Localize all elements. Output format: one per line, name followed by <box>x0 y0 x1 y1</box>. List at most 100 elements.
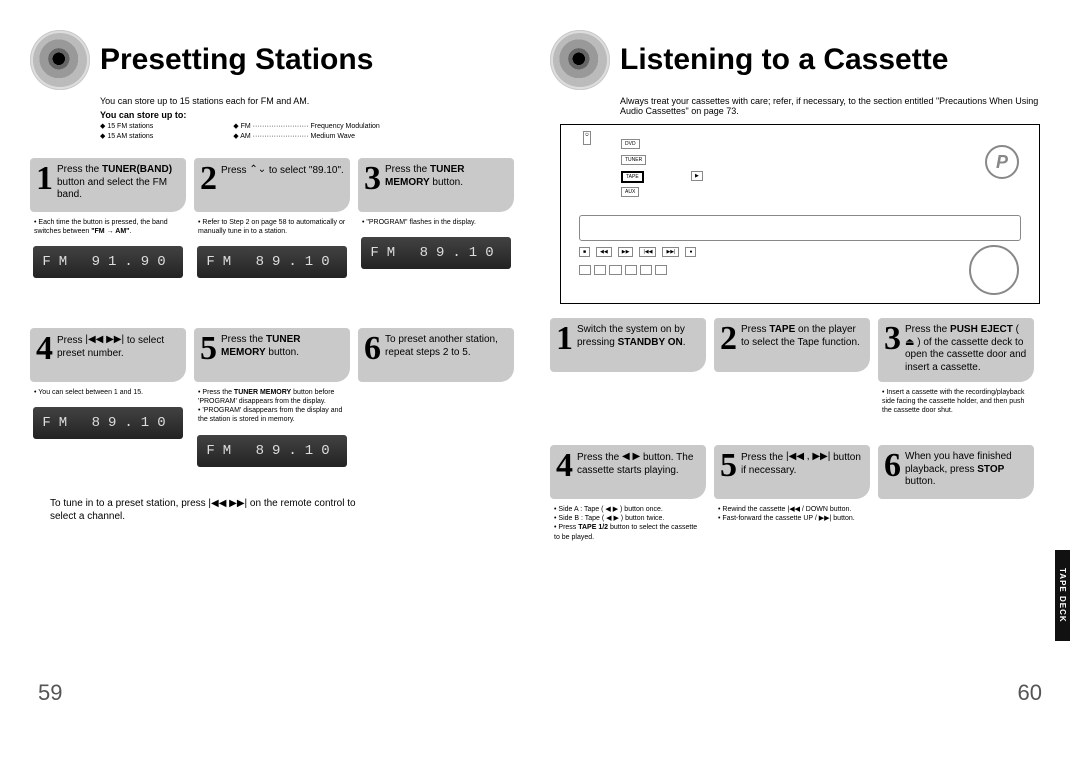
lcd-display: FM 89.10 <box>33 407 183 439</box>
step: 4Press the ◀ ▶ button. The cassette star… <box>550 445 706 541</box>
step-note: Rewind the cassette |◀◀ / DOWN button.Fa… <box>718 505 866 523</box>
step-text: Press the PUSH EJECT ( ⏏ ) of the casset… <box>905 324 1028 374</box>
step-number: 6 <box>884 451 901 482</box>
step-note-item: 'PROGRAM' disappears from the display an… <box>198 406 346 424</box>
step-note: Side A : Tape ( ◀ ▶ ) button once.Side B… <box>554 505 702 541</box>
steps-row-top: 1Switch the system on by pressing STANDB… <box>550 318 1050 415</box>
step-number: 3 <box>884 324 901 355</box>
step-text: Press the TUNER MEMORY button. <box>385 164 508 189</box>
step-note-item: "PROGRAM" flashes in the display. <box>362 218 510 227</box>
step: 1Switch the system on by pressing STANDB… <box>550 318 706 415</box>
device-button-active: TAPE <box>621 171 644 183</box>
fn-button <box>625 265 637 275</box>
step-number: 5 <box>200 334 217 365</box>
speaker-icon <box>550 30 610 90</box>
step-text: Press the TUNER(BAND) button and select … <box>57 164 180 202</box>
step-note: "PROGRAM" flashes in the display. <box>362 218 510 227</box>
title-row: Presetting Stations <box>30 30 530 90</box>
step-header: 1Switch the system on by pressing STANDB… <box>550 318 706 372</box>
step-text: Press the |◀◀ , ▶▶| button if necessary. <box>741 451 864 477</box>
step-text: Press the ◀ ▶ button. The cassette start… <box>577 451 700 477</box>
step-note: You can select between 1 and 15. <box>34 388 182 397</box>
device-ctrl-button: ● <box>685 247 696 257</box>
step: 3Press the TUNER MEMORY button. "PROGRAM"… <box>358 158 514 278</box>
step-text: When you have finished playback, press S… <box>905 451 1028 489</box>
device-ctrl-button: |◀◀ <box>639 247 656 257</box>
lcd-display: FM 89.10 <box>361 237 511 269</box>
step: 1Press the TUNER(BAND) button and select… <box>30 158 186 278</box>
step-note: Press the TUNER MEMORY button before 'PR… <box>198 388 346 424</box>
standby-icon: ⏻ <box>583 131 591 145</box>
fn-button <box>594 265 606 275</box>
lcd-display: FM 89.10 <box>197 246 347 278</box>
step-header: 6When you have finished playback, press … <box>878 445 1034 499</box>
fn-button <box>640 265 652 275</box>
device-btn-row: TUNER <box>621 155 646 165</box>
step-text: Switch the system on by pressing STANDBY… <box>577 324 700 349</box>
device-ctrl-button: ▶▶ <box>618 247 634 257</box>
fn-button <box>579 265 591 275</box>
step-number: 5 <box>720 451 737 482</box>
device-button: ▶ <box>691 171 703 181</box>
step-header: 5Press the |◀◀ , ▶▶| button if necessary… <box>714 445 870 499</box>
step-text: To preset another station, repeat steps … <box>385 334 508 359</box>
step-note: Each time the button is pressed, the ban… <box>34 218 182 236</box>
title-row: Listening to a Cassette <box>550 30 1050 90</box>
steps-row-bottom: 4Press the ◀ ▶ button. The cassette star… <box>550 445 1050 541</box>
device-button: AUX <box>621 187 639 197</box>
step: 4Press |◀◀ ▶▶| to select preset number. Y… <box>30 328 186 466</box>
lcd-display: FM 91.90 <box>33 246 183 278</box>
device-fn-bar <box>579 265 1021 275</box>
bullet-item: AM ························ Medium Wave <box>233 132 380 140</box>
step-header: 5Press the TUNER MEMORY button. <box>194 328 350 382</box>
bullet-item: FM ························ Frequency Mo… <box>233 122 380 130</box>
step-note-item: Refer to Step 2 on page 58 to automatica… <box>198 218 346 236</box>
device-jog <box>969 245 1019 295</box>
step-number: 2 <box>200 164 217 195</box>
step-text: Press TAPE on the player to select the T… <box>741 324 864 349</box>
device-btn-row: AUX <box>621 187 639 197</box>
step: 5Press the TUNER MEMORY button.Press the… <box>194 328 350 466</box>
page-number: 59 <box>38 680 62 706</box>
device-knob: P <box>985 145 1019 179</box>
bullet-col-1: 15 FM stations 15 AM stations <box>100 122 153 142</box>
step-header: 6To preset another station, repeat steps… <box>358 328 514 382</box>
step-note-item: Side B : Tape ( ◀ ▶ ) button twice. <box>554 514 702 523</box>
side-tab: TAPE DECK <box>1055 550 1070 641</box>
step-number: 1 <box>36 164 53 195</box>
device-button: TUNER <box>621 155 646 165</box>
step-text: Press the TUNER MEMORY button. <box>221 334 344 359</box>
device-ctrl-button: ◀◀ <box>596 247 612 257</box>
step-note-item: Press the TUNER MEMORY button before 'PR… <box>198 388 346 406</box>
device-ctrl-button: ▶▶| <box>662 247 679 257</box>
page-title: Presetting Stations <box>100 43 373 77</box>
step-note-item: Press TAPE 1/2 button to select the cass… <box>554 523 702 541</box>
step-number: 1 <box>556 324 573 355</box>
step-text: Press ⌃⌄ to select "89.10". <box>221 164 344 177</box>
sub-heading: You can store up to: <box>100 110 530 120</box>
bullet-item: 15 AM stations <box>100 132 153 140</box>
step-header: 1Press the TUNER(BAND) button and select… <box>30 158 186 212</box>
step-note: Refer to Step 2 on page 58 to automatica… <box>198 218 346 236</box>
step: 2 Press ⌃⌄ to select "89.10". Refer to Ste… <box>194 158 350 278</box>
page-number: 60 <box>1018 680 1042 706</box>
device-ctrl-button: ■ <box>579 247 590 257</box>
step-note-item: Rewind the cassette |◀◀ / DOWN button. <box>718 505 866 514</box>
step-number: 4 <box>36 334 53 365</box>
subtitle: You can store up to 15 stations each for… <box>100 96 530 106</box>
fn-button <box>655 265 667 275</box>
device-diagram: ⏻ DVD TUNER TAPE ▶ AUX ■◀◀▶▶|◀◀▶▶|● P <box>560 124 1040 304</box>
speaker-icon <box>30 30 90 90</box>
footer-note: To tune in to a preset station, press |◀… <box>50 497 370 523</box>
step-header: 4Press |◀◀ ▶▶| to select preset number. <box>30 328 186 382</box>
step: 5Press the |◀◀ , ▶▶| button if necessary… <box>714 445 870 541</box>
step-number: 3 <box>364 164 381 195</box>
step: 2Press TAPE on the player to select the … <box>714 318 870 415</box>
step-header: 4Press the ◀ ▶ button. The cassette star… <box>550 445 706 499</box>
device-ctrl-bar: ■ ◀◀ ▶▶ |◀◀ ▶▶| ● <box>579 247 696 257</box>
step-header: 3Press the TUNER MEMORY button. <box>358 158 514 212</box>
step-note-item: You can select between 1 and 15. <box>34 388 182 397</box>
steps-row-top: 1Press the TUNER(BAND) button and select… <box>30 158 530 278</box>
step: 6When you have finished playback, press … <box>878 445 1034 541</box>
lcd-display: FM 89.10 <box>197 435 347 467</box>
